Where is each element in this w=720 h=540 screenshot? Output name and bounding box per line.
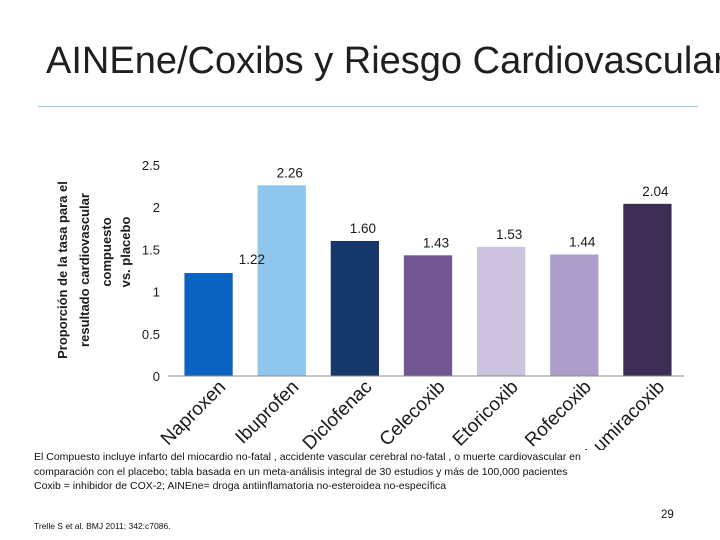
category-label-rofecoxib: Rofecoxib	[521, 377, 596, 450]
category-label-etoricoxib: Etoricoxib	[449, 377, 523, 450]
bar-etoricoxib	[477, 246, 526, 376]
y-tick-label-0: 0	[153, 369, 160, 384]
page-number: 29	[661, 509, 674, 521]
bar-rofecoxib	[550, 254, 599, 376]
y-tick-label-3: 1.5	[142, 242, 160, 257]
bar-diclofenac	[330, 240, 379, 376]
y-tick-label-5: 2.5	[142, 158, 160, 173]
y-axis-label: Proporción de la tasa para el resultado …	[55, 181, 133, 359]
bar-ibuprofen	[257, 185, 306, 376]
y-axis-label-line-2: resultado cardiovascular	[77, 193, 92, 347]
value-label-lumiracoxib: 2.04	[642, 184, 669, 199]
value-label-rofecoxib: 1.44	[569, 234, 596, 249]
value-label-etoricoxib: 1.53	[496, 227, 522, 242]
bar-chart: Proporción de la tasa para el resultado …	[55, 158, 684, 450]
title-divider	[38, 106, 698, 107]
footnote-line-2: comparación con el placebo; tabla basada…	[34, 465, 568, 478]
category-label-celecoxib: Celecoxib	[376, 377, 450, 450]
value-labels: 1.22 2.26 1.60 1.43 1.53 1.44 2.04	[239, 165, 669, 267]
footnote: El Compuesto incluye infarto del miocard…	[34, 450, 644, 494]
bar-celecoxib	[403, 255, 453, 376]
bar-naproxen	[184, 273, 233, 376]
y-tick-label-1: 0.5	[142, 327, 160, 342]
value-label-celecoxib: 1.43	[423, 235, 449, 250]
y-tick-label-4: 2	[153, 200, 160, 215]
y-axis-label-line-3: compuesto	[99, 217, 114, 286]
bar-lumiracoxib	[623, 203, 672, 376]
y-axis-label-line-4: vs. placebo	[118, 217, 133, 288]
y-tick-label-2: 1	[153, 285, 160, 300]
y-axis-label-line-1: Proporción de la tasa para el	[55, 181, 70, 359]
reference-citation: Trelle S et al. BMJ 2011; 342:c7086.	[34, 521, 171, 531]
category-label-lumiracoxib: Lumiracoxib	[582, 377, 669, 450]
value-label-diclofenac: 1.60	[350, 221, 376, 236]
value-label-ibuprofen: 2.26	[277, 165, 303, 180]
footnote-line-1: El Compuesto incluye infarto del miocard…	[34, 451, 581, 463]
value-label-naproxen: 1.22	[239, 252, 265, 267]
y-axis-ticks: 0 0.5 1 1.5 2 2.5	[142, 158, 160, 384]
category-label-diclofenac: Diclofenac	[299, 377, 377, 450]
category-label-naproxen: Naproxen	[157, 377, 230, 450]
footnote-line-3: Coxib = inhibidor de COX-2; AINEne= drog…	[34, 480, 447, 492]
slide-title: AINEne/Coxibs y Riesgo Cardiovascular	[46, 40, 720, 82]
category-label-ibuprofen: Ibuprofen	[232, 377, 304, 449]
bars	[184, 185, 672, 376]
